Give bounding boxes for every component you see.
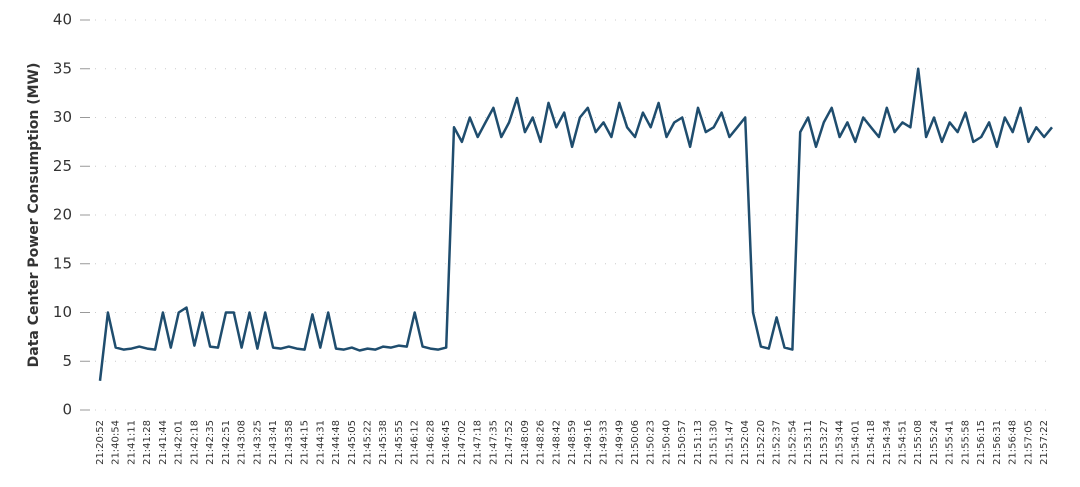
x-tick-label: 21:48:09 [520, 420, 531, 465]
y-tick-label: 30 [53, 108, 72, 126]
x-tick-label: 21:47:35 [488, 420, 499, 465]
x-tick-label: 21:42:35 [205, 420, 216, 465]
x-tick-label: 21:20:52 [95, 420, 106, 465]
x-tick-label: 21:43:25 [252, 420, 263, 465]
x-tick-label: 21:44:31 [315, 420, 326, 465]
x-tick-label: 21:43:58 [284, 420, 295, 465]
y-axis-label: Data Center Power Consumption (MW) [26, 63, 42, 368]
x-tick-label: 21:55:24 [929, 420, 940, 465]
x-tick-label: 21:54:18 [866, 420, 877, 465]
x-tick-label: 21:47:02 [457, 420, 468, 465]
x-tick-label: 21:57:22 [1039, 420, 1050, 465]
x-tick-label: 21:50:06 [630, 420, 641, 465]
x-tick-label: 21:46:12 [410, 420, 421, 465]
y-tick-label: 25 [53, 157, 72, 175]
power-line [98, 67, 1053, 381]
x-tick-label: 21:54:51 [898, 420, 909, 465]
x-tick-label: 21:48:26 [536, 420, 547, 465]
x-tick-label: 21:45:55 [394, 420, 405, 465]
x-tick-label: 21:42:01 [174, 420, 185, 465]
x-tick-label: 21:45:05 [347, 420, 358, 465]
x-tick-label: 21:47:52 [504, 420, 515, 465]
x-tick-label: 21:45:38 [378, 420, 389, 465]
x-tick-label: 21:53:11 [803, 420, 814, 465]
x-tick-label: 21:50:23 [646, 420, 657, 465]
x-tick-label: 21:41:44 [158, 420, 169, 465]
x-tick-label: 21:53:27 [819, 420, 830, 465]
x-tick-label: 21:46:28 [425, 420, 436, 465]
x-tick-label: 21:43:08 [237, 420, 248, 465]
y-tick-label: 40 [53, 11, 72, 29]
x-tick-label: 21:49:16 [583, 420, 594, 465]
x-tick-label: 21:54:01 [850, 420, 861, 465]
x-tick-label: 21:56:31 [992, 420, 1003, 465]
x-tick-label: 21:48:42 [551, 420, 562, 465]
y-tick-label: 10 [53, 303, 72, 321]
x-tick-label: 21:44:48 [331, 420, 342, 465]
x-tick-label: 21:51:30 [709, 420, 720, 465]
x-tick-label: 21:55:58 [960, 420, 971, 465]
x-tick-label: 21:49:33 [599, 420, 610, 465]
x-tick-label: 21:55:41 [945, 420, 956, 465]
x-tick-label: 21:47:18 [473, 420, 484, 465]
x-tick-label: 21:43:41 [268, 420, 279, 465]
x-tick-label: 21:55:08 [913, 420, 924, 465]
x-tick-label: 21:46:45 [441, 420, 452, 465]
x-tick-label: 21:49:49 [614, 420, 625, 465]
x-tick-label: 21:51:47 [724, 420, 735, 465]
y-tick-label: 20 [53, 206, 72, 224]
x-tick-label: 21:56:15 [976, 420, 987, 465]
x-tick-label: 21:56:48 [1008, 420, 1019, 465]
y-tick-label: 15 [53, 254, 72, 272]
x-tick-label: 21:52:37 [772, 420, 783, 465]
x-tick-label: 21:50:40 [661, 420, 672, 465]
x-tick-label: 21:48:59 [567, 420, 578, 465]
x-tick-label: 21:53:44 [835, 420, 846, 465]
x-tick-label: 21:54:34 [882, 420, 893, 465]
y-tick-label: 0 [62, 401, 72, 419]
x-tick-label: 21:42:51 [221, 420, 232, 465]
x-tick-label: 21:52:04 [740, 420, 751, 465]
y-tick-label: 5 [62, 352, 72, 370]
x-tick-label: 21:41:11 [126, 420, 137, 465]
x-tick-label: 21:45:22 [363, 420, 374, 465]
x-tick-label: 21:51:13 [693, 420, 704, 465]
x-tick-label: 21:57:05 [1023, 420, 1034, 465]
x-tick-label: 21:50:57 [677, 420, 688, 465]
x-tick-label: 21:40:54 [111, 420, 122, 465]
x-tick-label: 21:41:28 [142, 420, 153, 465]
x-tick-label: 21:44:15 [300, 420, 311, 465]
x-tick-label: 21:52:20 [756, 420, 767, 465]
x-tick-label: 21:52:54 [787, 420, 798, 465]
y-tick-label: 35 [53, 59, 72, 77]
x-tick-label: 21:42:18 [189, 420, 200, 465]
